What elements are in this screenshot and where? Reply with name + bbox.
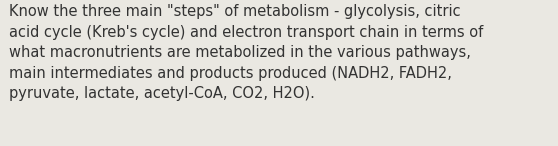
Text: Know the three main "steps" of metabolism - glycolysis, citric
acid cycle (Kreb': Know the three main "steps" of metabolis… (9, 4, 483, 101)
